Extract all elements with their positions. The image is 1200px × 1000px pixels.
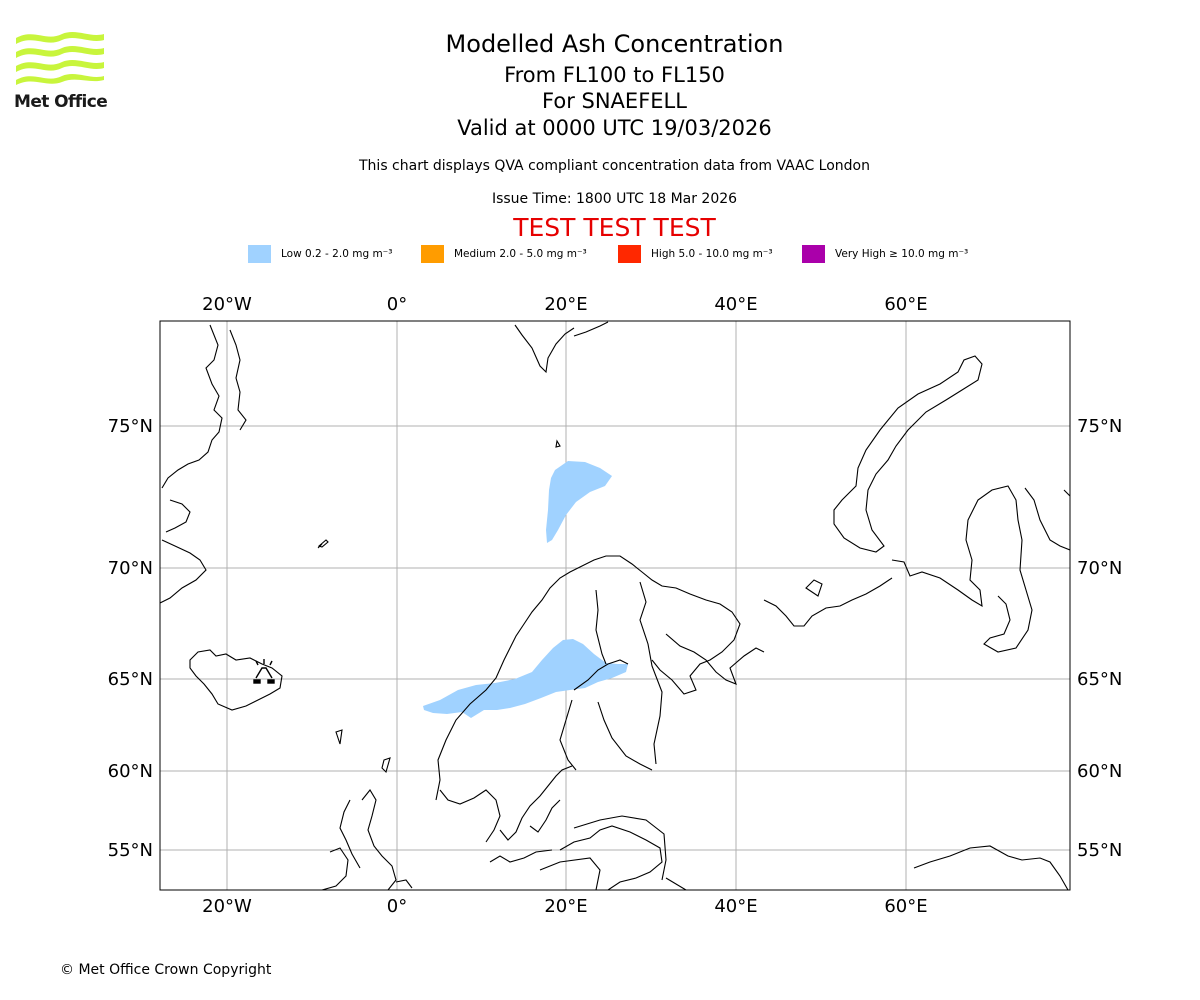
ash-plume-south: [423, 639, 628, 718]
met-office-logo: [16, 32, 104, 85]
lon-tick-bottom-4: 60°E: [884, 896, 927, 917]
lon-tick-top-1: 0°: [387, 294, 407, 315]
lat-tick-left-1: 70°N: [108, 558, 153, 579]
legend-swatch-medium: [421, 245, 444, 263]
lon-tick-bottom-3: 40°E: [714, 896, 757, 917]
legend-swatch-very-high: [802, 245, 825, 263]
legend-item-low: Low 0.2 - 2.0 mg m⁻³: [248, 244, 392, 264]
lat-tick-right-2: 65°N: [1077, 669, 1122, 690]
lat-tick-right-0: 75°N: [1077, 416, 1122, 437]
ash-plume-north: [546, 461, 612, 543]
lat-tick-left-2: 65°N: [108, 669, 153, 690]
ash-low-concentration: [423, 461, 628, 718]
met-office-logo-text: Met Office: [14, 92, 108, 112]
lat-tick-left-4: 55°N: [108, 840, 153, 861]
volcano-name: For SNAEFELL: [542, 89, 687, 113]
coastlines: [160, 321, 1070, 890]
legend-label-medium: Medium 2.0 - 5.0 mg m⁻³: [454, 248, 587, 260]
legend-item-medium: Medium 2.0 - 5.0 mg m⁻³: [421, 244, 587, 264]
legend-item-high: High 5.0 - 10.0 mg m⁻³: [618, 244, 773, 264]
lon-tick-top-0: 20°W: [202, 294, 252, 315]
lat-tick-right-3: 60°N: [1077, 761, 1122, 782]
chart-title: Modelled Ash Concentration: [445, 30, 784, 58]
lat-tick-right-4: 55°N: [1077, 840, 1122, 861]
legend-swatch-high: [618, 245, 641, 263]
issue-time: Issue Time: 1800 UTC 18 Mar 2026: [491, 191, 738, 207]
legend-label-very-high: Very High ≥ 10.0 mg m⁻³: [835, 248, 969, 260]
lat-tick-right-1: 70°N: [1077, 558, 1122, 579]
lon-tick-bottom-0: 20°W: [202, 896, 252, 917]
chart-subtitle: This chart displays QVA compliant concen…: [359, 158, 870, 174]
lon-tick-top-4: 60°E: [884, 294, 927, 315]
lon-tick-bottom-1: 0°: [387, 896, 407, 917]
map-frame: [159, 320, 1071, 891]
lon-tick-bottom-2: 20°E: [544, 896, 587, 917]
valid-time: Valid at 0000 UTC 19/03/2026: [457, 116, 772, 140]
lat-tick-left-0: 75°N: [108, 416, 153, 437]
volcano-icon: [253, 659, 275, 684]
flight-levels: From FL100 to FL150: [504, 63, 725, 87]
test-banner: TEST TEST TEST: [513, 213, 716, 242]
copyright-notice: © Met Office Crown Copyright: [60, 962, 272, 978]
legend-label-high: High 5.0 - 10.0 mg m⁻³: [651, 248, 773, 260]
legend-item-very-high: Very High ≥ 10.0 mg m⁻³: [802, 244, 968, 264]
legend-label-low: Low 0.2 - 2.0 mg m⁻³: [281, 248, 393, 260]
graticule: [160, 321, 1070, 890]
lat-tick-left-3: 60°N: [108, 761, 153, 782]
legend-swatch-low: [248, 245, 271, 263]
lon-tick-top-3: 40°E: [714, 294, 757, 315]
lon-tick-top-2: 20°E: [544, 294, 587, 315]
